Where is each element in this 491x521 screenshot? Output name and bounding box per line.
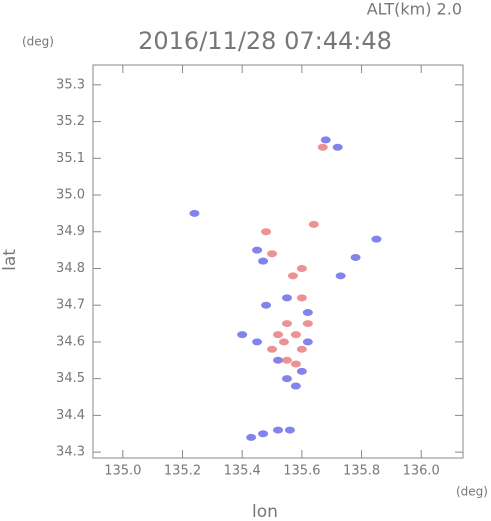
echo-point (320, 136, 331, 144)
echo-point (284, 426, 295, 434)
x-tick-label: 136.0 (403, 464, 440, 479)
echo-point (281, 356, 292, 364)
echo-point (302, 320, 313, 328)
y-tick-label: 34.8 (56, 261, 85, 276)
echo-point (296, 345, 307, 353)
y-tick-label: 35.1 (56, 151, 85, 166)
echo-point (332, 143, 343, 151)
echo-point (296, 264, 307, 272)
echo-point (267, 345, 278, 353)
echo-point (261, 301, 272, 309)
echo-point (267, 250, 278, 258)
y-tick-label: 34.7 (56, 298, 85, 313)
echo-point (281, 294, 292, 302)
echo-point (273, 426, 283, 434)
echo-point (258, 430, 269, 438)
y-tick-label: 34.9 (56, 224, 85, 239)
chart-title: 2016/11/28 07:44:48 (138, 27, 392, 55)
echo-point (189, 209, 200, 217)
echo-point (261, 228, 272, 236)
x-tick-label: 135.6 (283, 464, 320, 479)
x-axis-label: lon (252, 502, 278, 521)
y-tick-label: 34.3 (56, 445, 85, 460)
plot-frame (92, 64, 464, 459)
echo-point (281, 320, 292, 328)
altitude-label: ALT(km) 2.0 (367, 0, 462, 19)
echo-point (246, 433, 257, 441)
echo-point (296, 367, 307, 375)
y-tick-label: 35.0 (56, 188, 85, 203)
echo-point (296, 294, 307, 302)
y-tick-label: 34.4 (56, 408, 85, 423)
echo-point (371, 235, 382, 243)
echo-point (302, 338, 313, 346)
echo-point (258, 257, 269, 265)
echo-point (350, 253, 361, 261)
echo-point (287, 272, 298, 280)
echo-point (290, 331, 301, 339)
echo-point (290, 360, 301, 368)
x-tick-label: 135.8 (343, 464, 380, 479)
x-unit: (deg) (456, 485, 488, 499)
y-axis-label: lat (0, 249, 20, 271)
y-unit: (deg) (22, 35, 54, 49)
y-tick-label: 35.3 (56, 77, 85, 92)
echo-point (237, 331, 248, 339)
echo-point (273, 331, 283, 339)
echo-point (281, 375, 292, 383)
y-tick-label: 34.5 (56, 371, 85, 386)
echo-point (308, 220, 319, 228)
echo-point (335, 272, 346, 280)
echo-point (317, 143, 328, 151)
echo-point (273, 356, 283, 364)
echo-point (252, 338, 263, 346)
y-tick-label: 34.6 (56, 334, 85, 349)
x-tick-label: 135.2 (164, 464, 201, 479)
echo-point (302, 309, 313, 317)
echo-point (290, 382, 301, 390)
echo-point (278, 338, 289, 346)
echo-point (252, 246, 263, 254)
x-tick-label: 135.4 (224, 464, 261, 479)
x-tick-label: 135.0 (104, 464, 141, 479)
y-tick-label: 35.2 (56, 114, 85, 129)
